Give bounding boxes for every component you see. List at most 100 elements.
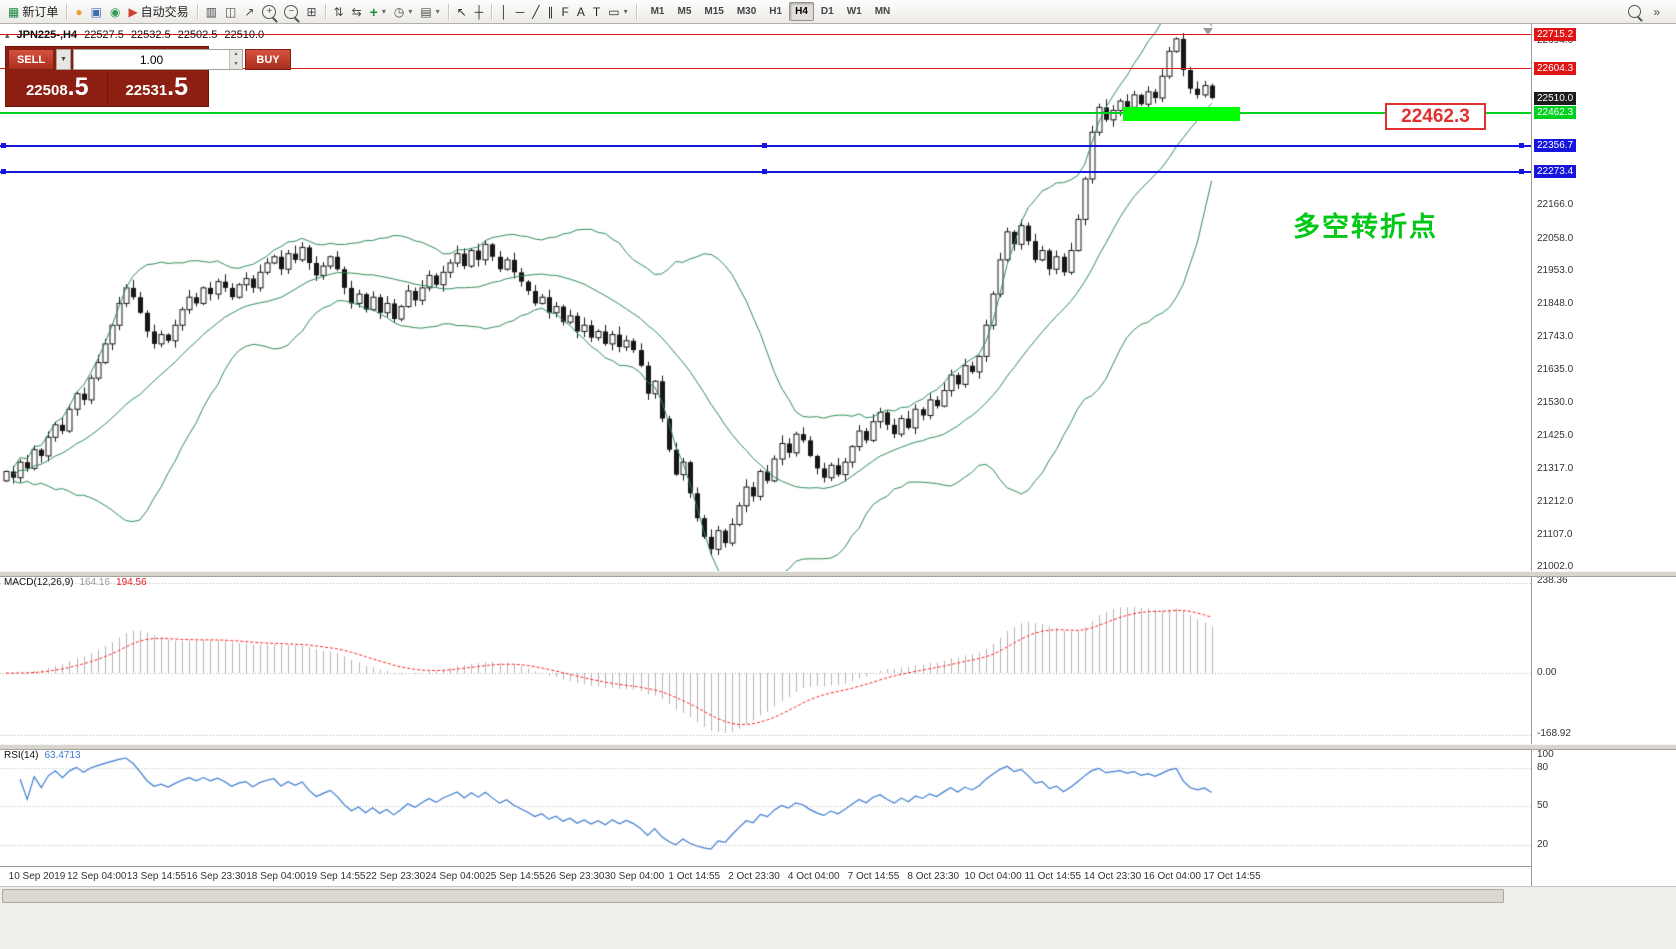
indicators-plus-icon: +	[369, 3, 378, 20]
channel-button[interactable]: ∥	[544, 1, 558, 23]
timeframe-h1[interactable]: H1	[769, 6, 783, 17]
resistance-line-lower[interactable]	[0, 68, 1531, 70]
new-order-button-label: 新订单	[22, 5, 59, 19]
search-button[interactable]	[1624, 1, 1645, 23]
order-type-dropdown[interactable]: ▼	[56, 49, 71, 70]
fibonacci-button[interactable]: F	[558, 1, 573, 23]
pivot-line-green-axis-tag: 22462.3	[1534, 106, 1577, 120]
support-button[interactable]: ◉	[106, 1, 124, 23]
timeframe-m1[interactable]: M1	[650, 6, 665, 17]
window-bottom	[0, 904, 1676, 949]
sell-price-display[interactable]: 22508.5	[8, 72, 107, 104]
new-order-button[interactable]: ▦ 新订单	[4, 1, 62, 23]
deposit-button[interactable]: ●	[71, 1, 86, 23]
price-axis-label: 21425.0	[1537, 429, 1574, 441]
volume-up-button[interactable]: ▲	[230, 50, 242, 60]
sell-button[interactable]: SELL	[8, 49, 54, 70]
resistance-line-upper-axis-tag: 22715.2	[1534, 27, 1577, 41]
zoom-in-button[interactable]: +	[258, 1, 280, 23]
arrange-windows-button[interactable]: ⇅	[330, 1, 348, 23]
templates-button[interactable]: ▤ ▾	[416, 1, 443, 23]
timeframe-h4[interactable]: H4	[789, 2, 814, 21]
bar-chart-button[interactable]: ▥	[202, 1, 221, 23]
support-line-lower-handle[interactable]	[762, 169, 767, 175]
community-button[interactable]: ▣	[87, 1, 106, 23]
scrollbar-thumb[interactable]	[2, 889, 1504, 903]
arrow-label-button[interactable]: T	[589, 1, 604, 23]
price-axis[interactable]: 22715.2 22604.3 22462.3 22356.7 22273.4 22510…	[1531, 24, 1676, 886]
vertical-line-icon: │	[500, 4, 508, 19]
trendline-button[interactable]: ╱	[528, 1, 543, 23]
time-axis[interactable]: 10 Sep 2019 12 Sep 04:00 13 Sep 14:55 16 Se…	[0, 866, 1531, 887]
macd-header: MACD(12,26,9) 164.16 194.56	[4, 577, 147, 588]
rsi-header: RSI(14) 63.4713	[4, 750, 81, 761]
vertical-line-button[interactable]: │	[496, 1, 512, 23]
turning-point-label[interactable]: 多空转折点	[1293, 212, 1438, 242]
timeframe-d1[interactable]: D1	[820, 6, 834, 17]
shapes-button[interactable]: ▭ ▾	[604, 1, 631, 23]
volume-spinner: ▲ ▼	[229, 50, 242, 69]
horizontal-scrollbar[interactable]	[0, 886, 1676, 904]
price-chart-pane[interactable]: ▴ JPN225-,H4 22527.5 22532.5 22502.5 225…	[0, 24, 1531, 571]
time-axis-label: 12 Sep 04:00	[67, 871, 127, 882]
auto-trading-button[interactable]: ▶ 自动交易	[124, 1, 192, 23]
time-axis-label: 26 Sep 23:30	[545, 871, 605, 882]
chevron-down-icon: ▾	[408, 7, 413, 16]
timeframe-mn[interactable]: MN	[874, 6, 891, 17]
price-axis-label: 21107.0	[1537, 528, 1573, 540]
price-chart-canvas[interactable]	[0, 24, 1531, 571]
cursor-icon: ↖	[456, 4, 467, 19]
chevron-down-icon: ▾	[381, 7, 386, 16]
timeframe-w1[interactable]: W1	[846, 6, 862, 17]
one-click-trading-panel: SELL ▼ ▲ ▼ BUY 22508.5 22531.5	[5, 46, 291, 107]
highlight-zone[interactable]	[1123, 107, 1240, 122]
indicators-button[interactable]: + ▾	[366, 1, 390, 23]
horizontal-line-button[interactable]: ─	[512, 1, 529, 23]
macd-canvas[interactable]	[0, 575, 1531, 744]
toolbar-separator	[196, 3, 198, 20]
buy-price-display[interactable]: 22531.5	[108, 72, 207, 104]
time-axis-label: 19 Sep 14:55	[306, 871, 366, 882]
cursor-button[interactable]: ↖	[453, 1, 471, 23]
toolbar: ▦ 新订单 ● ▣ ◉ ▶ 自动交易 ▥ ◫ ↗ + − ⊞ ⇅ ⇆ + ▾ ◷ ▾ ▤ ▾ ↖ ┼ │ ─ ╱ ∥ F A T ▭ ▾ M1…	[0, 0, 1676, 24]
price-axis-label: 22058.0	[1537, 232, 1574, 244]
support-line-upper-handle[interactable]	[1519, 143, 1524, 149]
zoom-out-button[interactable]: −	[280, 1, 302, 23]
resistance-line-lower-axis-tag: 22604.3	[1534, 62, 1577, 76]
pane-divider-rsi[interactable]	[0, 744, 1676, 750]
crosshair-button[interactable]: ┼	[471, 1, 488, 23]
shift-chart-button[interactable]: ⇆	[348, 1, 366, 23]
text-button[interactable]: A	[573, 1, 589, 23]
periods-button[interactable]: ◷ ▾	[390, 1, 417, 23]
price-callout-label[interactable]: 22462.3	[1385, 103, 1486, 130]
time-axis-label: 16 Oct 04:00	[1143, 871, 1201, 882]
toolbar-overflow-button[interactable]: »	[1649, 1, 1664, 23]
timeframe-m15[interactable]: M15	[704, 6, 724, 17]
zoom-out-icon: −	[284, 4, 299, 19]
timeframe-m5[interactable]: M5	[677, 6, 692, 17]
buy-button[interactable]: BUY	[245, 49, 291, 70]
line-chart-button[interactable]: ↗	[240, 1, 258, 23]
pivot-line-green[interactable]	[0, 111, 1531, 114]
macd-pane: MACD(12,26,9) 164.16 194.56	[0, 575, 1531, 744]
volume-input[interactable]	[74, 50, 229, 69]
resistance-line-upper[interactable]	[0, 33, 1531, 35]
rsi-canvas[interactable]	[0, 748, 1531, 866]
tile-windows-button[interactable]: ⊞	[302, 1, 320, 23]
timeframe-m30[interactable]: M30	[736, 6, 757, 17]
macd-value-signal: 194.56	[116, 577, 147, 588]
toolbar-buttons: ▦ 新订单 ● ▣ ◉ ▶ 自动交易 ▥ ◫ ↗ + − ⊞ ⇅ ⇆ + ▾ ◷ ▾ ▤ ▾ ↖ ┼ │ ─ ╱ ∥ F A T ▭ ▾	[4, 1, 641, 23]
support-line-upper-handle[interactable]	[762, 143, 767, 149]
support-line-upper-handle[interactable]	[1, 143, 6, 149]
time-axis-label: 24 Sep 04:00	[425, 871, 486, 882]
support-line-lower-handle[interactable]	[1, 169, 6, 175]
pane-divider-macd[interactable]	[0, 571, 1676, 577]
rsi-axis-label: 80	[1537, 762, 1549, 773]
volume-down-button[interactable]: ▼	[230, 59, 242, 69]
chart-shift-marker[interactable]	[1203, 28, 1213, 35]
toolbar-separator	[635, 3, 637, 20]
support-line-lower-handle[interactable]	[1519, 169, 1524, 175]
candlestick-button[interactable]: ◫	[221, 1, 240, 23]
collapse-icon[interactable]: ▴	[5, 29, 10, 40]
